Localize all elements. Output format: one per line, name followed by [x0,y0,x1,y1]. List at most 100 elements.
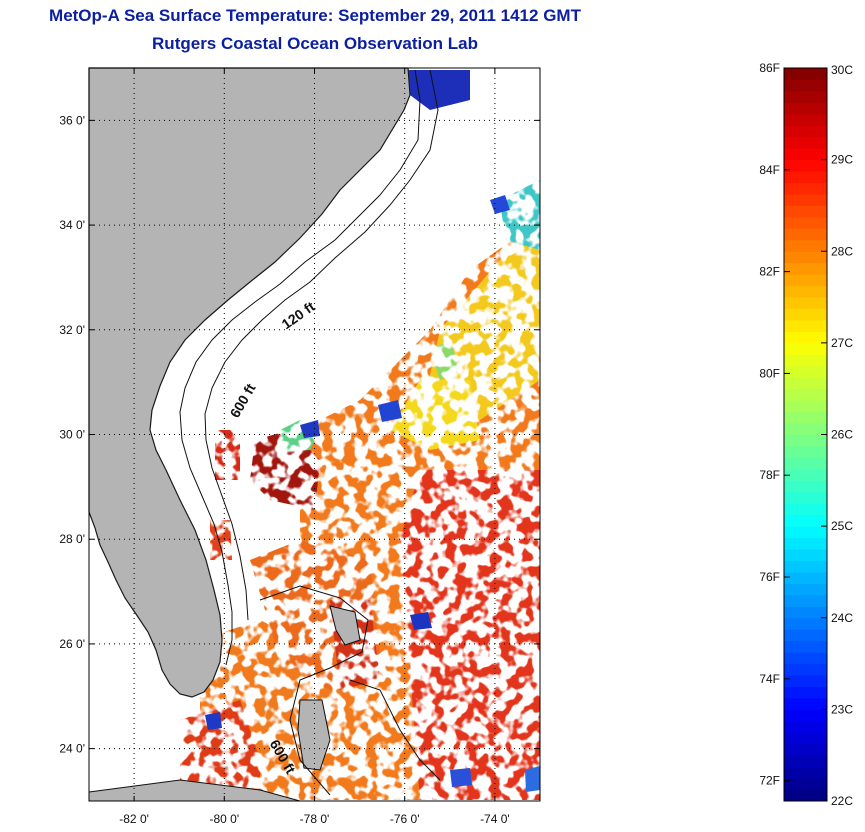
colorbar-band [784,274,827,287]
colorbar-band [784,423,827,435]
latitude-axis: 24 0' 26 0' 28 0' 30 0' 32 0' 34 0' 36 0' [59,113,85,755]
colorbar-band [784,354,827,367]
celsius-tick-label: 26C [831,428,853,442]
colorbar-band [784,789,827,802]
colorbar-band [784,411,827,424]
lon-tick-label: -80 0' [209,812,239,826]
colorbar-band [784,560,827,573]
lon-tick-label: -76 0' [390,812,420,826]
colorbar-band [784,663,827,676]
colorbar-band [784,319,827,332]
contour-600ft [204,69,439,621]
fahrenheit-tick-label: 80F [759,366,780,380]
colorbar-band [784,606,827,619]
celsius-tick-label: 25C [831,519,853,533]
contour-bahamas [259,585,441,796]
colorbar-band [784,503,827,516]
fahrenheit-tick-label: 76F [759,570,780,584]
celsius-tick-label: 22C [831,794,853,808]
colorbar-band [784,652,827,665]
colorbar-band [784,766,827,779]
land-abaco [329,605,361,646]
colorbar-band [784,239,827,252]
colorbar-band [784,216,827,229]
colorbar-band [784,125,827,138]
colorbar-band [784,514,827,527]
celsius-tick-label: 30C [831,63,853,77]
lat-tick-label: 28 0' [59,532,85,546]
map-title: MetOp-A Sea Surface Temperature: Septemb… [49,6,581,25]
colorbar-band [784,148,827,161]
colorbar-band [784,537,827,550]
colorbar-band [784,79,827,92]
colorbar-band [784,377,827,390]
colorbar-band [784,549,827,561]
colorbar-band [784,468,827,481]
colorbar-band [784,136,827,149]
lon-tick-label: -82 0' [119,812,149,826]
celsius-tick-label: 28C [831,244,853,258]
colorbar-band [784,228,827,241]
colorbar-band [784,526,827,539]
colorbar-band [784,457,827,470]
colorbar-band [784,617,827,630]
graticule [89,68,540,801]
fahrenheit-tick-label: 78F [759,468,780,482]
lat-tick-label: 32 0' [59,323,85,337]
colorbar-band [784,102,827,115]
colorbar-celsius-labels: 30C 29C 28C 27C 26C 25C 24C 23C 22C [821,63,853,808]
colorbar-band [784,159,827,172]
colorbar-band [784,434,827,447]
colorbar-band [784,251,827,264]
colorbar-band [784,113,827,126]
colorbar-band [784,629,827,642]
colorbar-band [784,778,827,791]
map-subtitle: Rutgers Coastal Ocean Observation Lab [152,34,478,53]
fahrenheit-tick-label: 84F [759,163,780,177]
colorbar-band [784,583,827,596]
colorbar-band [784,720,827,733]
colorbar-band [784,743,827,756]
celsius-tick-label: 29C [831,153,853,167]
colorbar-band [784,205,827,218]
colorbar-band [784,365,827,378]
lat-tick-label: 30 0' [59,428,85,442]
colorbar-band [784,594,827,607]
colorbar-band [784,491,827,504]
colorbar-band [784,445,827,458]
lon-tick-label: -78 0' [300,812,330,826]
land-andros [297,699,331,771]
fahrenheit-tick-label: 72F [759,774,780,788]
colorbar-band [784,571,827,584]
fahrenheit-tick-label: 86F [759,61,780,75]
colorbar-band [784,400,827,413]
celsius-tick-label: 24C [831,611,853,625]
colorbar-band [784,675,827,687]
colorbar-band [784,640,827,653]
contour-120ft [179,69,421,666]
colorbar-band [784,755,827,768]
colorbar-band [784,171,827,184]
colorbar-band [784,709,827,722]
colorbar-band [784,686,827,699]
colorbar-band [784,308,827,321]
colorbar-band [784,297,827,310]
colorbar-band [784,732,827,745]
celsius-tick-label: 23C [831,702,853,716]
colorbar-fahrenheit-labels: 86F 84F 82F 80F 78F 76F 74F 72F [759,61,790,788]
colorbar-bands [784,68,827,802]
lon-tick-label: -74 0' [480,812,510,826]
colorbar-band [784,90,827,103]
map-frame [88,67,541,802]
colorbar-band [784,182,827,195]
colorbar-band [784,193,827,206]
celsius-tick-label: 27C [831,336,853,350]
lat-tick-label: 34 0' [59,218,85,232]
colorbar-band [784,697,827,710]
colorbar-band [784,68,827,80]
fahrenheit-tick-label: 74F [759,672,780,686]
colorbar-band [784,262,827,275]
colorbar-band [784,285,827,298]
